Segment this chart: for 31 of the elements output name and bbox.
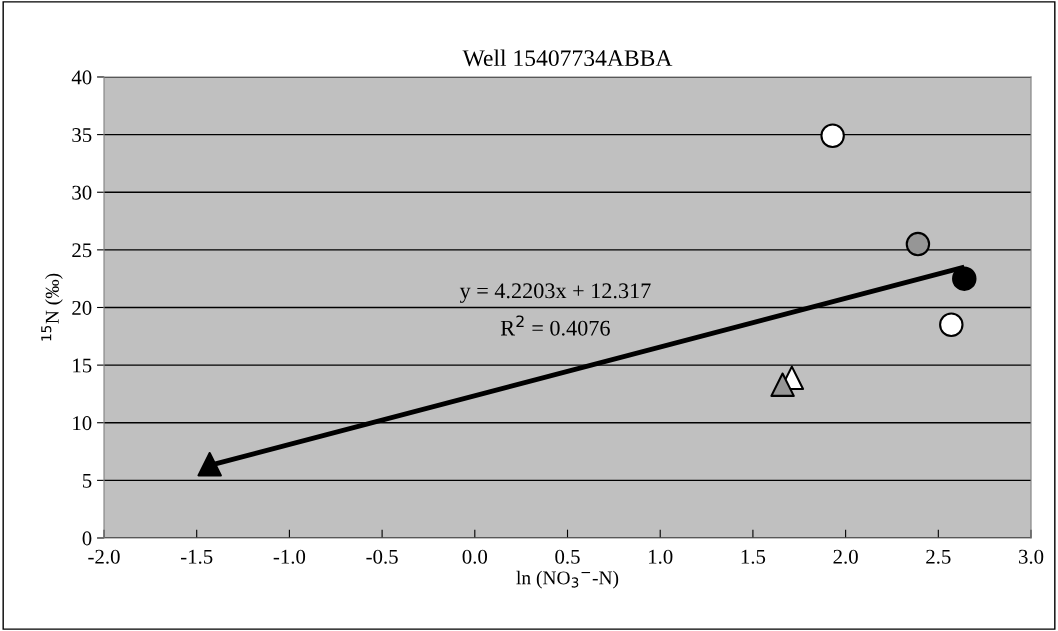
point: [952, 266, 977, 291]
x-tick-label: 2.5: [926, 549, 951, 564]
y-tick-label: 5: [82, 473, 92, 488]
y-tick-label: 15: [73, 358, 92, 373]
x-tick-label: -0.5: [366, 549, 398, 564]
x-tick-label: -1.0: [273, 549, 306, 564]
x-tick-label: 3.0: [1019, 549, 1044, 564]
y-tick-label: 10: [73, 416, 92, 431]
point: [905, 231, 931, 257]
x-tick-label: 1.0: [649, 549, 673, 564]
point: [939, 312, 964, 338]
x-tick-label: 0.0: [462, 549, 488, 564]
x-axis-title: ln (NO$_{3}$$^{−}$-N): [516, 570, 619, 589]
point: [820, 123, 845, 148]
x-tick-label: -2.0: [88, 549, 120, 564]
x-tick-label: -1.5: [180, 549, 213, 564]
y-tick-label: 0: [82, 531, 92, 546]
y-axis-title: $^{15}$N (‰): [41, 273, 63, 341]
y-tick-label: 30: [72, 185, 92, 200]
y-tick-label: 25: [72, 243, 92, 258]
chart-title: Well 15407734ABBA: [462, 49, 673, 67]
point: [770, 372, 795, 397]
x-tick-label: 0.5: [555, 549, 580, 564]
point: [197, 451, 222, 477]
y-tick-label: 20: [72, 300, 92, 315]
y-tick-label: 35: [72, 128, 92, 143]
y-tick-label: 40: [71, 70, 92, 85]
x-tick-label: 1.5: [741, 549, 766, 564]
annotation: R$^{2}$ = 0.4076: [500, 315, 610, 336]
x-tick-label: 2.0: [833, 549, 858, 564]
annotation: y = 4.2203x + 12.317: [459, 283, 651, 303]
